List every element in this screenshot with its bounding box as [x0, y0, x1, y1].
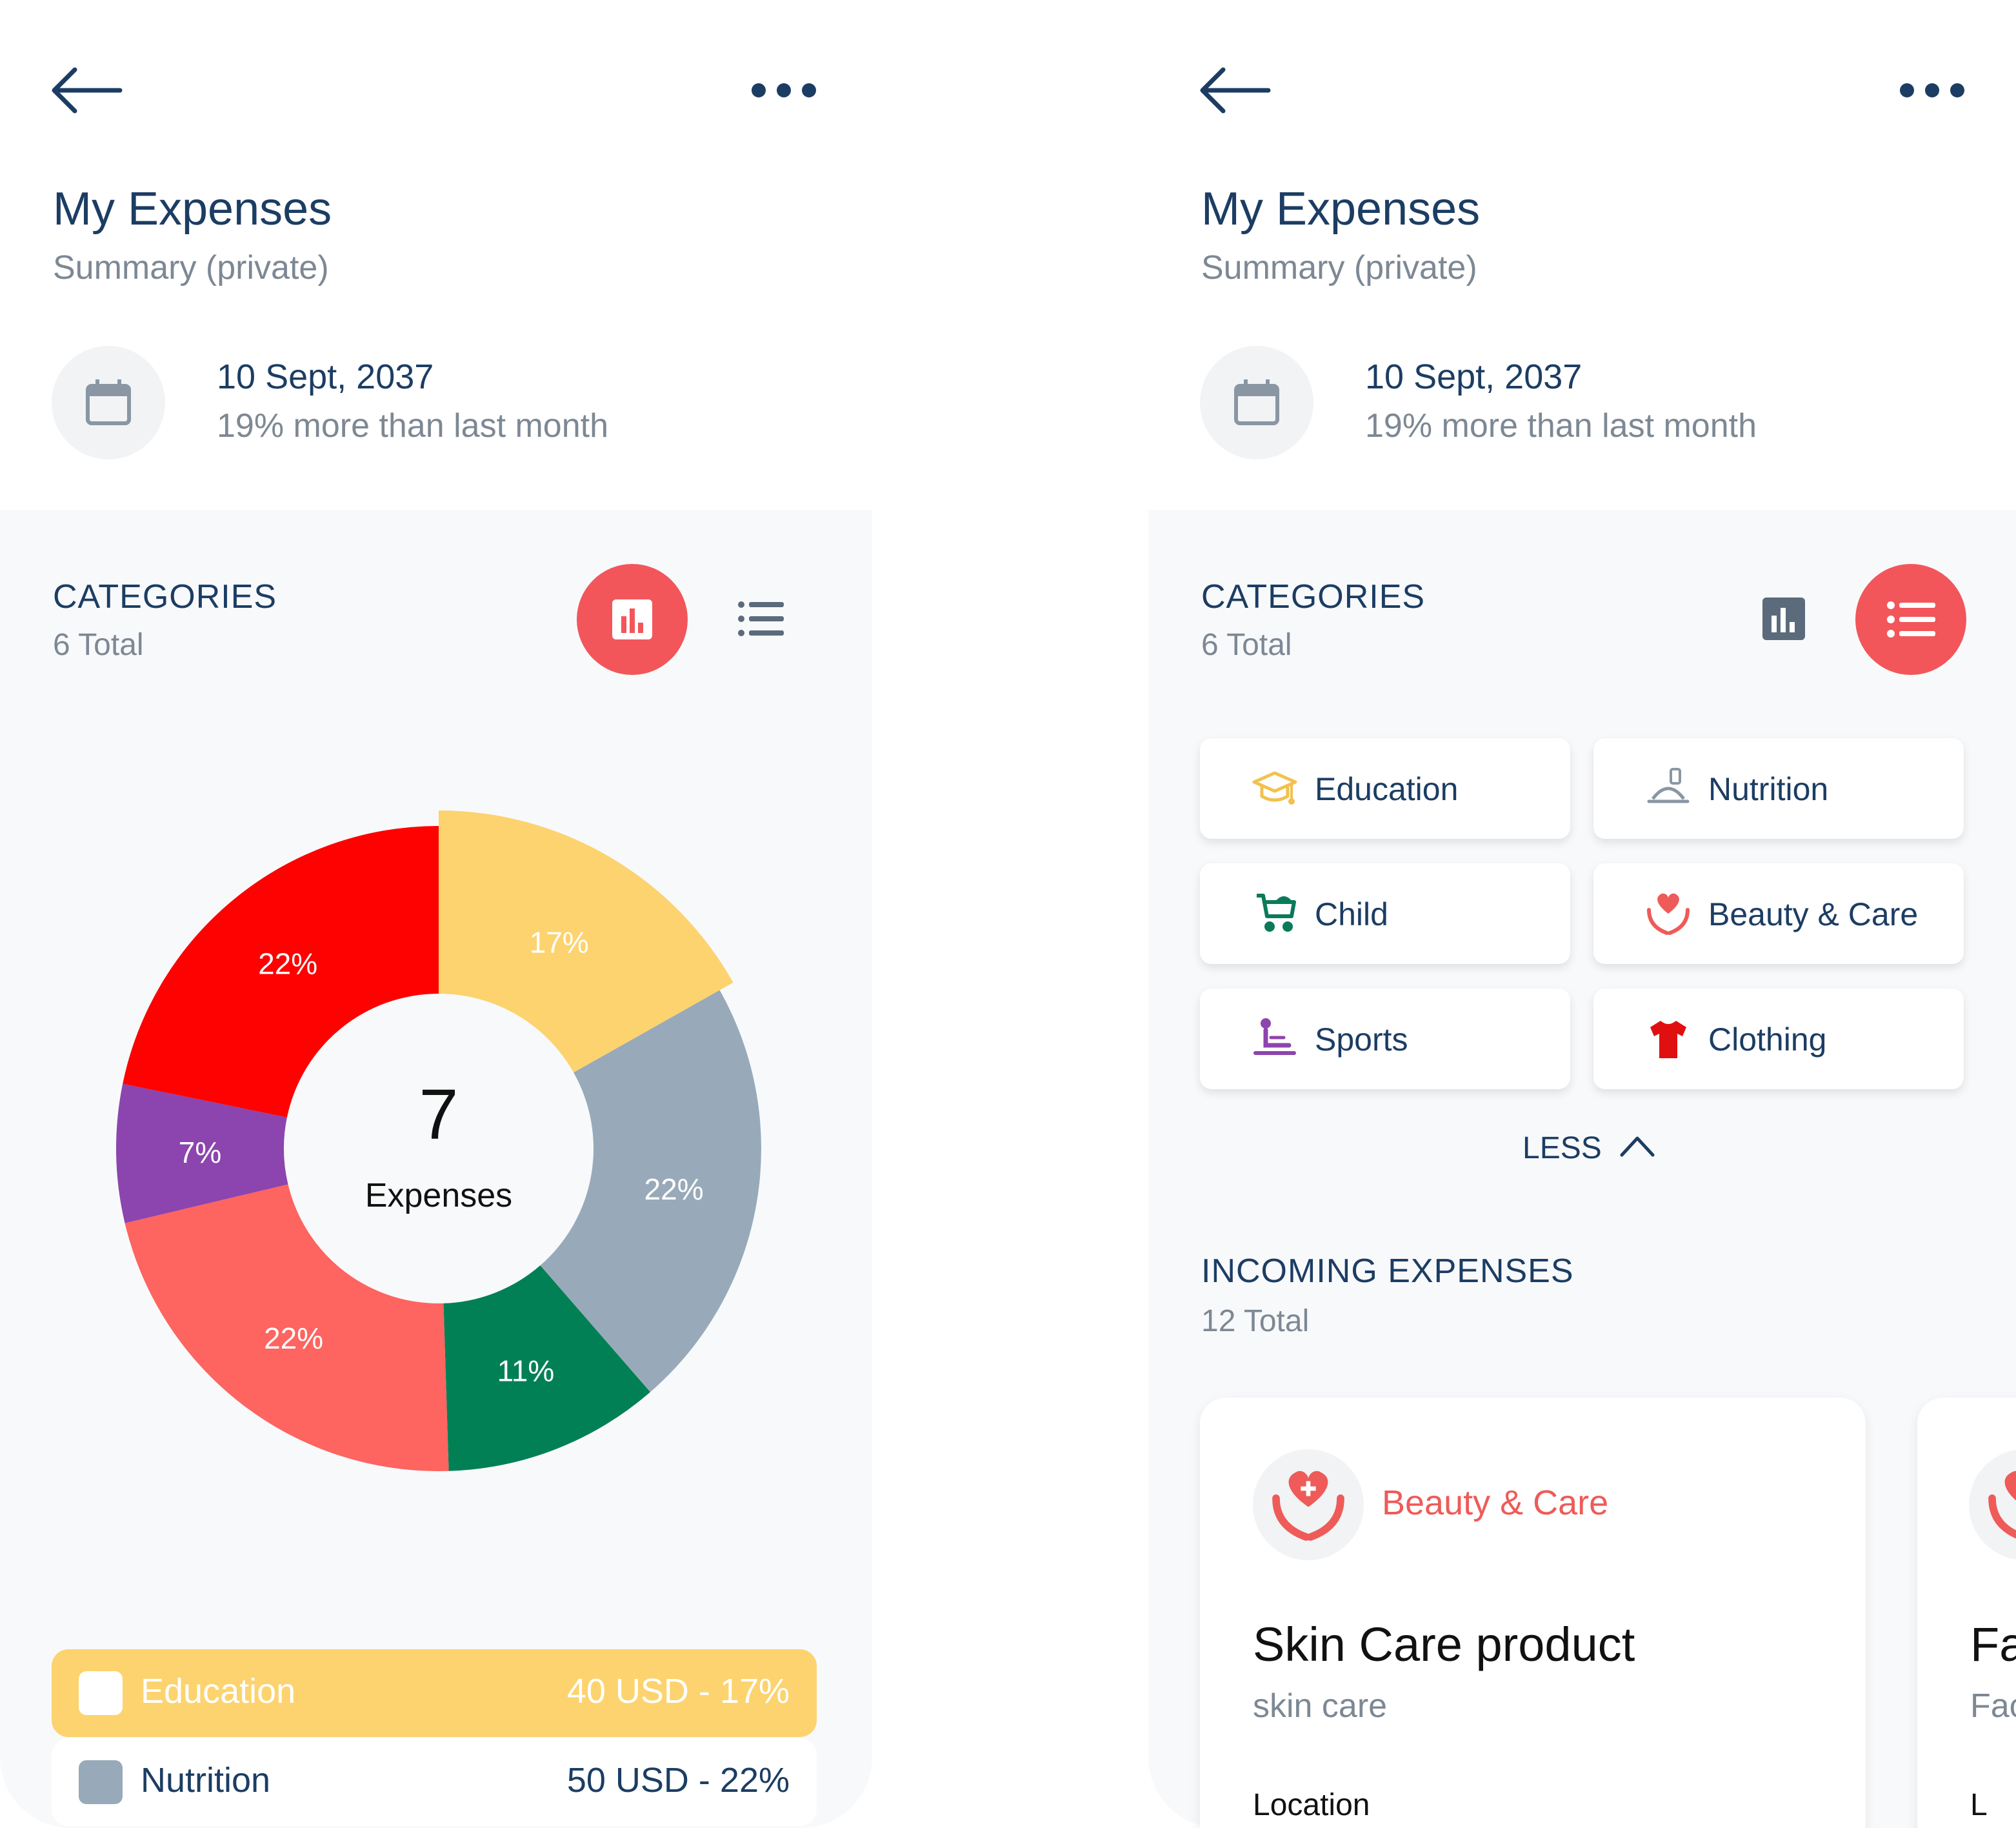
expenses-donut-chart: 17% 22% 11% 22% 7% 22% 7 Expenses — [116, 810, 762, 1471]
chevron-up-icon — [1620, 1136, 1655, 1157]
bar-chart-icon — [1762, 598, 1805, 640]
category-chip-label: Beauty & Care — [1708, 896, 1919, 932]
chart-view-toggle[interactable] — [1755, 590, 1813, 648]
donut-center-label: Expenses — [365, 1177, 512, 1214]
graduation-cap-icon — [1252, 771, 1297, 805]
donut-slice-child[interactable] — [443, 1265, 650, 1471]
stroller-icon — [1257, 894, 1296, 932]
expense-card[interactable]: Beauty & Care Skin Care product skin car… — [1200, 1398, 1866, 1828]
category-chip-nutrition[interactable]: Nutrition — [1593, 738, 1964, 839]
more-options-icon[interactable] — [1897, 76, 1968, 105]
expense-name: Fa — [1970, 1618, 2016, 1671]
legend-value: 40 USD - 17% — [566, 1672, 790, 1711]
donut-slice-label: 22% — [258, 947, 317, 980]
heart-hands-icon — [1272, 1471, 1344, 1541]
category-chip-beauty-care[interactable]: Beauty & Care — [1593, 863, 1964, 964]
more-options-icon[interactable] — [748, 76, 819, 105]
list-icon — [738, 601, 784, 636]
food-tray-icon — [1647, 768, 1690, 803]
massage-icon — [1253, 1018, 1296, 1055]
page-subtitle: Summary (private) — [53, 249, 329, 286]
category-chip-education[interactable]: Education — [1200, 738, 1570, 839]
calendar-icon — [86, 379, 131, 425]
expense-category-avatar — [1969, 1449, 2016, 1560]
donut-slice-education[interactable] — [439, 810, 734, 1073]
category-chip-clothing[interactable]: Clothing — [1593, 989, 1964, 1089]
tshirt-icon — [1650, 1021, 1686, 1058]
donut-slice-label: 17% — [530, 926, 589, 959]
category-chip-label: Child — [1315, 896, 1388, 932]
summary-comparison: 19% more than last month — [217, 407, 608, 445]
expense-category-avatar — [1253, 1449, 1364, 1560]
incoming-expenses-total: 12 Total — [1201, 1304, 1310, 1338]
category-chip-label: Sports — [1315, 1021, 1408, 1058]
incoming-expenses-title: INCOMING EXPENSES — [1201, 1252, 1574, 1290]
expenses-list-screen: My Expenses Summary (private) 10 Sept, 2… — [1148, 0, 2016, 1828]
less-toggle[interactable]: LESS — [1522, 1130, 1655, 1166]
list-icon — [1887, 601, 1935, 638]
legend-row-education[interactable]: Education 40 USD - 17% — [52, 1649, 817, 1737]
expense-location-label: Location — [1253, 1788, 1370, 1822]
calendar-icon — [1234, 379, 1279, 425]
category-chip-sports[interactable]: Sports — [1200, 989, 1570, 1089]
expense-subtitle: skin care — [1253, 1687, 1388, 1725]
categories-total: 6 Total — [53, 628, 144, 662]
legend-swatch — [79, 1671, 123, 1715]
expense-name: Skin Care product — [1253, 1618, 1635, 1671]
summary-comparison: 19% more than last month — [1365, 407, 1757, 445]
category-chip-child[interactable]: Child — [1200, 863, 1570, 964]
page-title: My Expenses — [53, 183, 332, 235]
less-label: LESS — [1522, 1131, 1602, 1165]
donut-slice-label: 22% — [264, 1321, 323, 1355]
category-chip-label: Nutrition — [1708, 771, 1829, 807]
list-view-toggle[interactable] — [1855, 564, 1966, 675]
donut-slice-label: 22% — [644, 1172, 704, 1206]
categories-total: 6 Total — [1201, 628, 1292, 662]
expenses-chart-screen: My Expenses Summary (private) 10 Sept, 2… — [0, 0, 872, 1828]
calendar-button[interactable] — [1200, 346, 1313, 459]
categories-title: CATEGORIES — [53, 578, 277, 616]
summary-date: 10 Sept, 2037 — [217, 357, 434, 396]
page-title: My Expenses — [1201, 183, 1481, 235]
category-chip-label: Clothing — [1708, 1021, 1827, 1058]
legend-swatch — [79, 1760, 123, 1804]
expense-category: Beauty & Care — [1382, 1483, 1609, 1522]
back-arrow-icon[interactable] — [49, 65, 124, 116]
expense-subtitle: Fac — [1970, 1687, 2016, 1725]
legend-label: Nutrition — [141, 1761, 271, 1800]
donut-slice-sports[interactable] — [116, 1083, 288, 1223]
legend-label: Education — [141, 1672, 296, 1711]
back-arrow-icon[interactable] — [1197, 65, 1272, 116]
donut-slice-clothing[interactable] — [123, 826, 439, 1118]
donut-center-value: 7 — [419, 1075, 458, 1154]
donut-slice-nutrition[interactable] — [540, 990, 762, 1392]
expense-location-label: L — [1970, 1788, 1988, 1822]
heart-hands-icon — [1647, 893, 1690, 935]
heart-hands-icon — [1988, 1471, 2016, 1539]
category-chip-label: Education — [1315, 771, 1459, 807]
list-view-toggle[interactable] — [732, 590, 790, 648]
bar-chart-icon — [612, 599, 652, 639]
page-subtitle: Summary (private) — [1201, 249, 1477, 286]
donut-slice-label: 7% — [179, 1136, 221, 1169]
calendar-button[interactable] — [52, 346, 165, 459]
legend-row-nutrition[interactable]: Nutrition 50 USD - 22% — [52, 1738, 817, 1826]
expense-card[interactable]: Fa Fac L — [1917, 1398, 2016, 1828]
summary-date: 10 Sept, 2037 — [1365, 357, 1582, 396]
chart-view-toggle[interactable] — [577, 564, 688, 675]
donut-slice-beauty-care[interactable] — [125, 1184, 449, 1471]
categories-title: CATEGORIES — [1201, 578, 1426, 616]
donut-slice-label: 11% — [497, 1354, 555, 1388]
legend-value: 50 USD - 22% — [566, 1761, 790, 1800]
